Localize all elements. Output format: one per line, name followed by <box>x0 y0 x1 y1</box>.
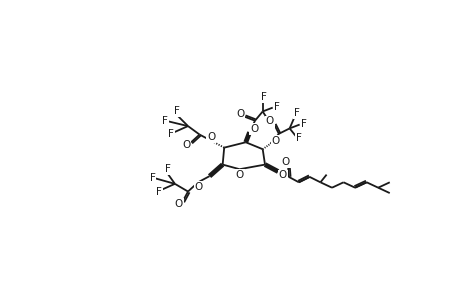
Text: O: O <box>271 136 280 146</box>
Text: F: F <box>295 134 301 143</box>
Text: F: F <box>273 102 279 112</box>
Text: O: O <box>281 157 289 167</box>
Text: O: O <box>174 199 183 209</box>
Text: F: F <box>293 108 299 118</box>
Text: O: O <box>207 132 215 142</box>
Text: F: F <box>174 106 180 116</box>
Text: F: F <box>268 117 274 127</box>
Text: O: O <box>265 116 273 127</box>
Text: O: O <box>236 109 244 119</box>
Text: F: F <box>165 164 171 174</box>
Text: O: O <box>278 170 286 180</box>
Text: O: O <box>182 140 190 150</box>
Text: F: F <box>156 187 161 196</box>
Text: O: O <box>235 169 243 180</box>
Text: F: F <box>149 173 155 184</box>
Text: F: F <box>260 92 266 102</box>
Text: F: F <box>300 119 306 129</box>
Text: F: F <box>168 129 174 139</box>
Text: O: O <box>250 124 258 134</box>
Text: F: F <box>162 116 168 126</box>
Text: O: O <box>194 182 202 192</box>
